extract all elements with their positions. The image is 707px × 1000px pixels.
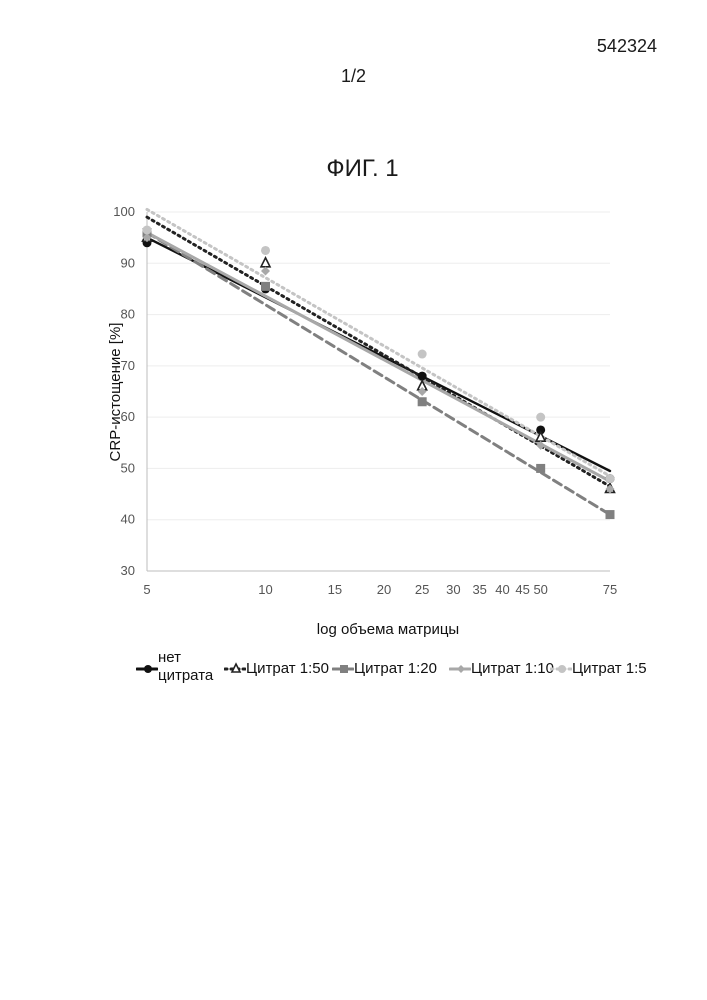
x-tick-label: 5 — [143, 582, 150, 597]
chart-legend: нет цитрата Цитрат 1:50 Цитрат 1:20 Цитрат … — [124, 649, 684, 699]
legend-label: Цитрат 1:10 — [471, 660, 554, 677]
data-point-series-5 — [418, 350, 427, 359]
legend-label: Цитрат 1:50 — [246, 660, 329, 677]
x-tick-label: 45 — [515, 582, 529, 597]
chart: 30405060708090100510152025303540455075 C… — [0, 0, 707, 720]
legend-label: Цитрат 1:20 — [354, 660, 437, 677]
y-tick-label: 80 — [121, 307, 135, 322]
data-point-series-2 — [261, 258, 270, 267]
x-tick-label: 10 — [258, 582, 272, 597]
chart-axes — [147, 212, 610, 571]
data-point-series-3 — [606, 510, 615, 519]
data-point-series-3 — [536, 464, 545, 473]
legend-item-1: нет цитрата — [158, 649, 226, 685]
x-tick-label: 35 — [472, 582, 486, 597]
legend-item-3: Цитрат 1:20 — [354, 660, 437, 678]
data-point-series-5 — [606, 474, 615, 483]
y-tick-label: 40 — [121, 512, 135, 527]
data-point-series-3 — [418, 397, 427, 406]
legend-label: Цитрат 1:5 — [572, 660, 647, 677]
x-tick-label: 20 — [377, 582, 391, 597]
data-point-series-5 — [536, 413, 545, 422]
legend-swatch — [224, 662, 246, 676]
legend-item-2: Цитрат 1:50 — [246, 660, 329, 678]
data-point-series-5 — [261, 246, 270, 255]
legend-swatch — [136, 662, 158, 676]
y-axis-label: CRP-истощение [%] — [107, 323, 124, 462]
x-tick-label: 15 — [328, 582, 342, 597]
y-tick-label: 100 — [113, 204, 135, 219]
y-tick-label: 30 — [121, 563, 135, 578]
x-tick-label: 40 — [495, 582, 509, 597]
legend-swatch — [449, 662, 471, 676]
x-tick-label: 30 — [446, 582, 460, 597]
x-axis-label: log объема матрицы — [317, 621, 459, 638]
x-tick-label: 25 — [415, 582, 429, 597]
data-point-series-4 — [261, 266, 270, 275]
data-point-series-5 — [143, 225, 152, 234]
legend-item-4: Цитрат 1:10 — [471, 660, 554, 678]
legend-label: нет цитрата — [158, 649, 213, 684]
legend-item-5: Цитрат 1:5 — [572, 660, 647, 678]
y-tick-label: 90 — [121, 255, 135, 270]
y-tick-label: 50 — [121, 460, 135, 475]
data-point-series-3 — [261, 282, 270, 291]
legend-swatch — [550, 662, 572, 676]
x-tick-label: 75 — [603, 582, 617, 597]
legend-swatch — [332, 662, 354, 676]
x-tick-label: 50 — [533, 582, 547, 597]
